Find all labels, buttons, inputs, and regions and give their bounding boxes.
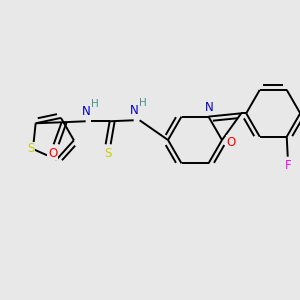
Text: F: F (284, 159, 291, 172)
Text: N: N (82, 105, 91, 118)
Text: H: H (139, 98, 146, 108)
Text: N: N (205, 101, 214, 114)
Text: N: N (130, 104, 139, 117)
Text: S: S (27, 142, 34, 155)
Text: H: H (91, 99, 98, 109)
Text: O: O (226, 136, 236, 148)
Text: S: S (104, 147, 111, 160)
Text: O: O (48, 147, 57, 160)
